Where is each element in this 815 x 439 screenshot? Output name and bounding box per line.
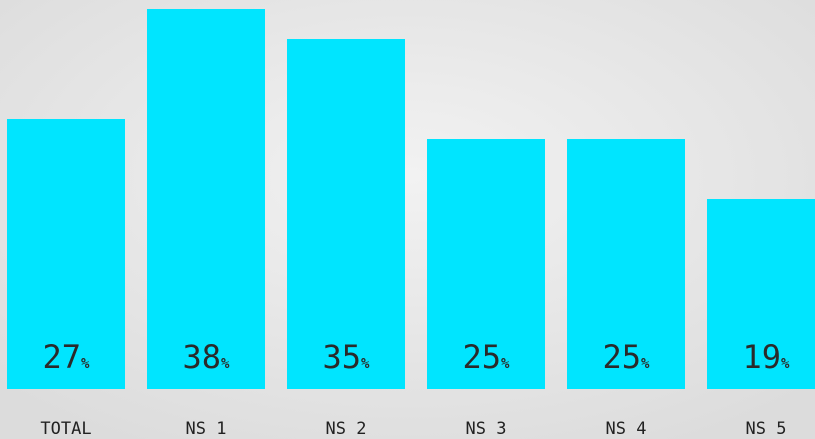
x-tick-label: NS 3 — [466, 419, 507, 439]
bar — [707, 199, 815, 389]
x-tick-label: NS 4 — [606, 419, 647, 439]
x-tick-label: NS 2 — [326, 419, 367, 439]
bar — [7, 119, 125, 389]
x-tick-label: TOTAL — [40, 419, 91, 439]
x-tick-label: NS 1 — [186, 419, 227, 439]
value-label: 25% — [463, 338, 511, 376]
value-label: 35% — [323, 338, 371, 376]
value-label: 25% — [603, 338, 651, 376]
value-label: 38% — [183, 338, 231, 376]
bar — [147, 9, 265, 389]
bar — [287, 39, 405, 389]
bar — [427, 139, 545, 389]
bar — [567, 139, 685, 389]
x-tick-label: NS 5 — [746, 419, 787, 439]
value-label: 27% — [43, 338, 91, 376]
value-label: 19% — [743, 338, 791, 376]
